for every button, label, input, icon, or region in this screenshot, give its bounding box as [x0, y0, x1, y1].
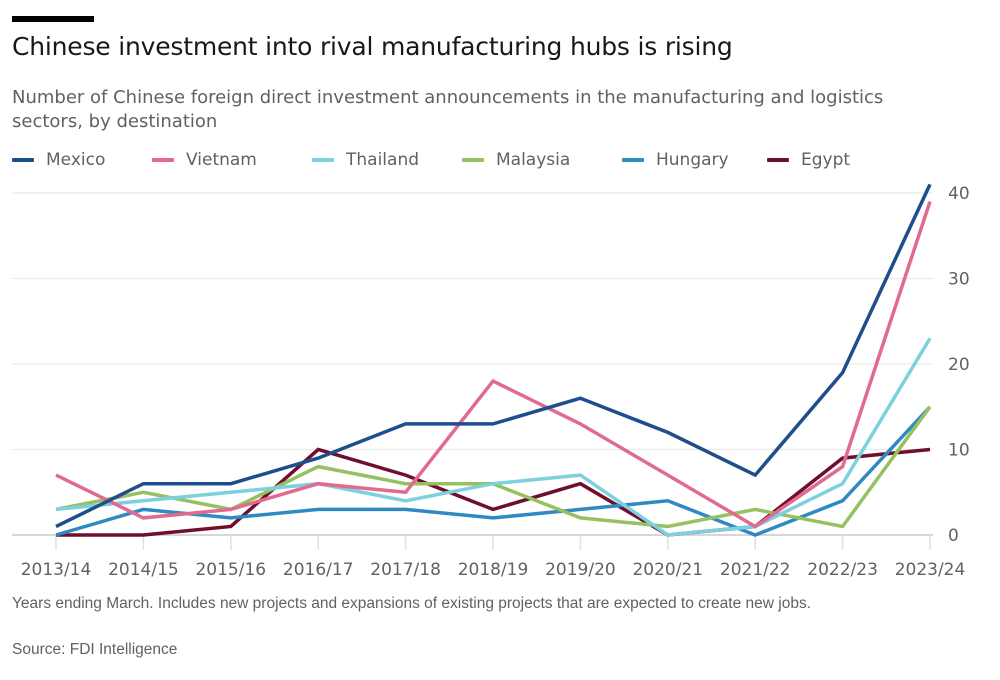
legend-swatch [462, 158, 484, 162]
x-axis: 2013/14 2014/15 2015/16 2016/17 2017/18 2018/… [21, 535, 966, 580]
legend-swatch [12, 158, 34, 162]
x-tick-label: 2014/15 [108, 560, 179, 580]
y-tick-label: 20 [948, 355, 970, 375]
legend-item-thailand: Thailand [312, 150, 419, 170]
series-lines [55, 183, 932, 537]
legend-swatch [767, 158, 789, 162]
x-tick-label: 2020/21 [632, 560, 703, 580]
source-note: Source: FDI Intelligence [12, 641, 178, 658]
chart-subtitle: Number of Chinese foreign direct investm… [12, 87, 884, 132]
x-tick-label: 2015/16 [195, 560, 266, 580]
y-axis: 0 10 20 30 40 [948, 184, 970, 546]
legend-label: Vietnam [186, 150, 257, 170]
footnote: Years ending March. Includes new project… [12, 595, 812, 612]
x-tick-label: 2023/24 [895, 560, 966, 580]
legend-swatch [152, 158, 174, 162]
x-tick-label: 2019/20 [545, 560, 616, 580]
series-line-hungary [55, 405, 932, 537]
series-line-thailand [55, 337, 932, 537]
x-tick-label: 2017/18 [370, 560, 441, 580]
legend-swatch [622, 158, 644, 162]
y-tick-label: 10 [948, 441, 970, 461]
gridlines [12, 192, 933, 536]
series-line-vietnam [55, 201, 932, 529]
legend-item-mexico: Mexico [12, 150, 105, 170]
x-tick-label: 2018/19 [458, 560, 529, 580]
chart-title: Chinese investment into rival manufactur… [12, 32, 733, 61]
legend-label: Mexico [46, 150, 106, 170]
legend-swatch [312, 158, 334, 162]
brand-bar [12, 16, 94, 22]
series-line-egypt [56, 447, 931, 537]
y-tick-label: 30 [948, 270, 970, 290]
legend-item-egypt: Egypt [767, 150, 850, 170]
legend-label: Malaysia [496, 150, 571, 170]
legend-label: Hungary [656, 150, 729, 170]
legend-label: Egypt [801, 150, 851, 170]
x-tick-label: 2021/22 [720, 560, 791, 580]
legend-item-vietnam: Vietnam [152, 150, 257, 170]
x-tick-label: 2022/23 [807, 560, 878, 580]
legend-item-hungary: Hungary [622, 150, 729, 170]
x-tick-label: 2013/14 [21, 560, 92, 580]
x-tick-label: 2016/17 [283, 560, 354, 580]
legend-item-malaysia: Malaysia [462, 150, 570, 170]
series-line-mexico [55, 183, 932, 529]
y-tick-label: 0 [948, 526, 959, 546]
legend-label: Thailand [346, 150, 420, 170]
y-tick-label: 40 [948, 184, 970, 204]
